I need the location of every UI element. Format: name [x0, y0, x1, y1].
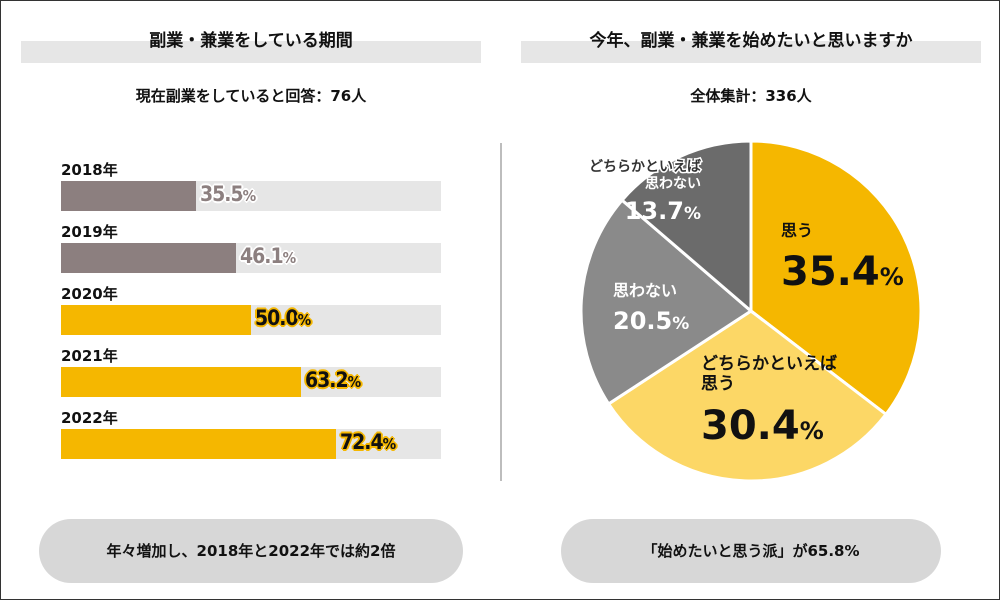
right-subtitle: 全体集計：336人: [690, 87, 812, 105]
bar-value-label: 35.5%: [200, 182, 256, 206]
bar-value-label: 72.4%: [340, 430, 396, 454]
pie-value-label: 35.4%: [781, 249, 904, 295]
pie-slice-label: 思う: [781, 221, 813, 240]
left-summary-pill: 年々増加し、2018年と2022年では約2倍: [39, 519, 463, 583]
bar-value-label: 46.1%: [240, 244, 296, 268]
bar-track: 72.4%: [61, 429, 441, 459]
pie-slice-label: 思わない: [645, 176, 701, 192]
bar: [61, 305, 251, 335]
panel-divider: [500, 143, 502, 481]
pie-slice-label: 思う: [701, 374, 735, 394]
bar-track: 35.5%: [61, 181, 441, 211]
bar: [61, 181, 196, 211]
bar: [61, 367, 301, 397]
left-title-text: 副業・兼業をしている期間: [149, 31, 353, 51]
pie-slice: [619, 139, 753, 315]
bar-track: 63.2%: [61, 367, 441, 397]
pie-value-label: 30.4%: [701, 403, 824, 449]
bar-year-label: 2022年: [61, 409, 118, 427]
bar-year-label: 2021年: [61, 347, 118, 365]
right-summary-pill: 「始めたいと思う派」が65.8%: [561, 519, 941, 583]
right-title-text: 今年、副業・兼業を始めたいと思いますか: [589, 31, 913, 51]
pie-value-label: 20.5%: [613, 307, 689, 335]
right-section-title: 今年、副業・兼業を始めたいと思いますか: [521, 31, 981, 63]
bar-track: 50.0%: [61, 305, 441, 335]
bar-value-label: 63.2%: [305, 368, 361, 392]
pie-slice-label: どちらかといえば: [701, 354, 837, 374]
pie-slice-label: どちらかといえば: [589, 159, 701, 175]
bar-year-label: 2020年: [61, 285, 118, 303]
pie-slice: [579, 198, 754, 406]
pie-slice: [749, 139, 923, 417]
bar-year-label: 2018年: [61, 161, 118, 179]
pie-value-label: 13.7%: [625, 197, 701, 225]
left-subtitle: 現在副業をしていると回答：76人: [135, 87, 367, 105]
bar-year-label: 2019年: [61, 223, 118, 241]
bar-track: 46.1%: [61, 243, 441, 273]
bar-value-label: 50.0%: [255, 306, 311, 330]
bar: [61, 429, 336, 459]
bar: [61, 243, 236, 273]
left-section-title: 副業・兼業をしている期間: [21, 31, 481, 63]
pie-slice: [606, 309, 889, 483]
pie-slice-label: 思わない: [613, 281, 677, 300]
